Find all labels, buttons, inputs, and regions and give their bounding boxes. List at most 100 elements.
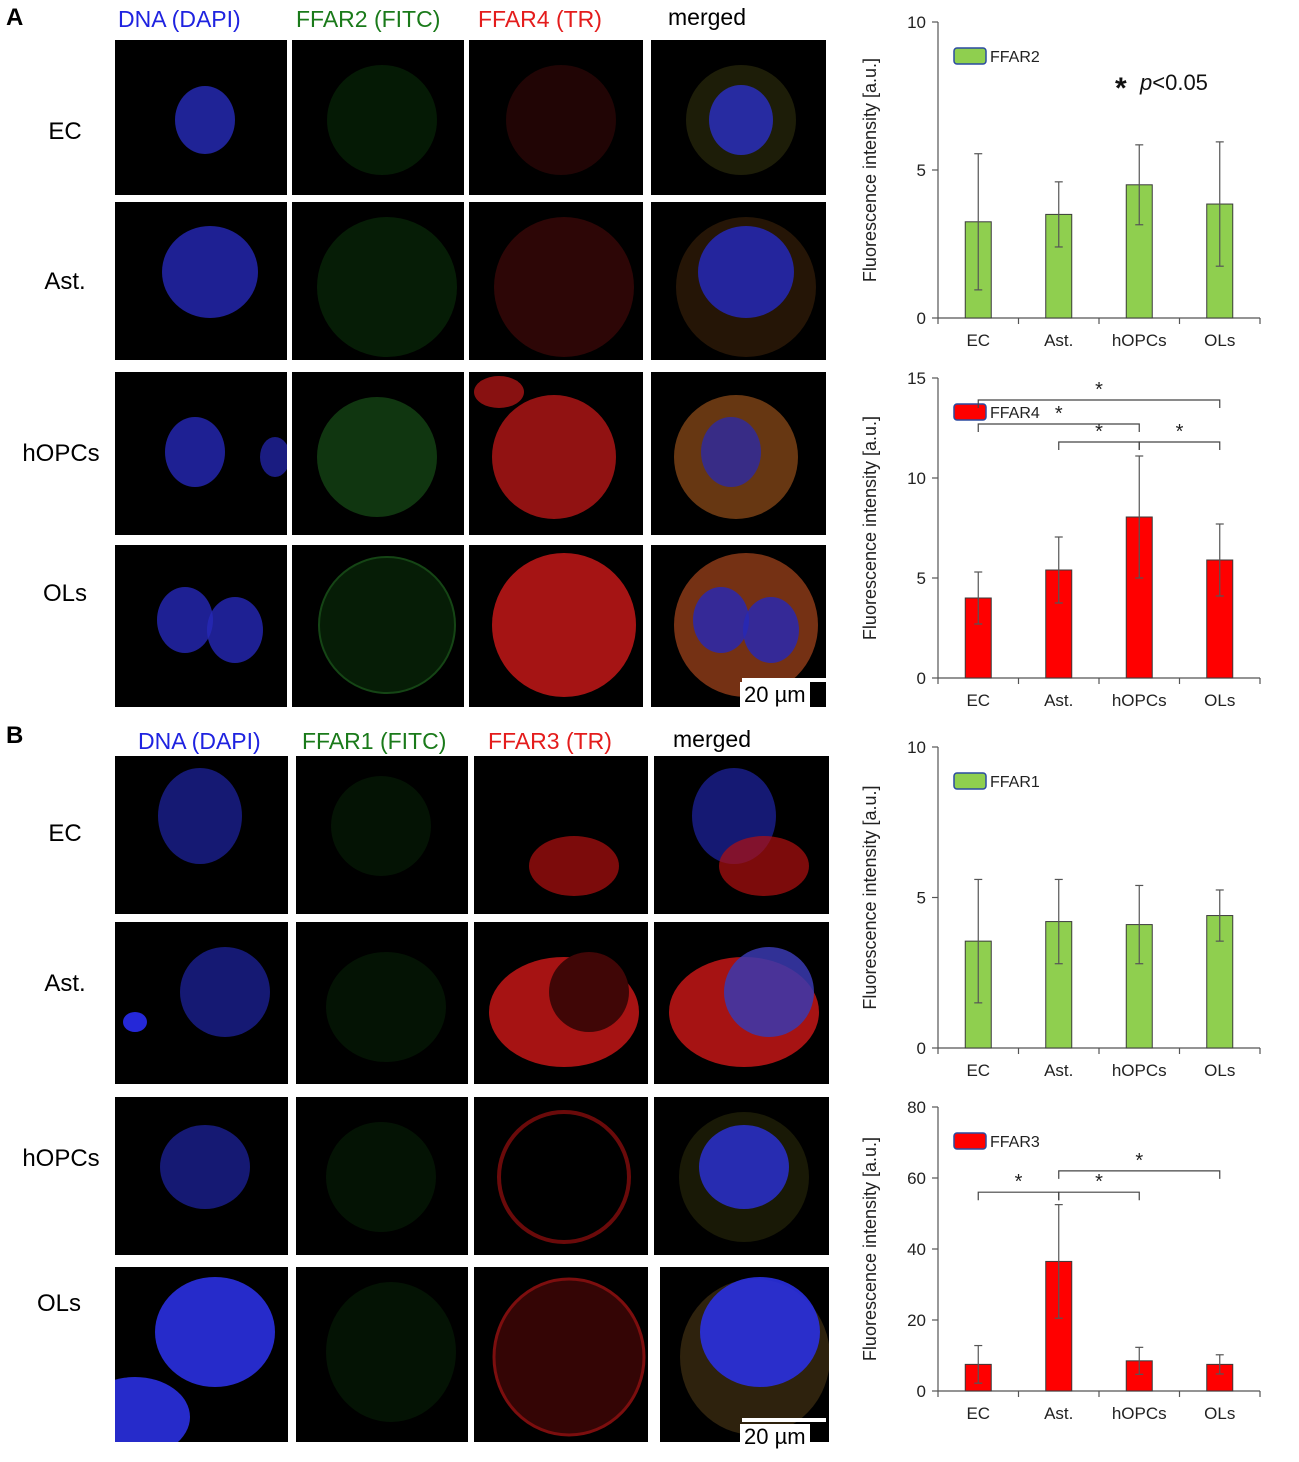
annotation-text: p<0.05 [1139, 70, 1208, 95]
column-header-merged-b: merged [673, 726, 751, 752]
micrograph-a-ec-merged [651, 40, 826, 195]
micrograph-b-ols-dapi [115, 1267, 288, 1442]
x-tick-label: hOPCs [1112, 1404, 1167, 1423]
micrograph-a-ec-dapi [115, 40, 287, 195]
legend-swatch [953, 772, 987, 790]
micrograph-a-hopcs-dapi [115, 372, 287, 535]
scale-bar-b [742, 1418, 826, 1422]
micrograph-b-ols-fitc [296, 1267, 468, 1442]
chart-ffar4-svg: 0 5 10 15 EC Ast. hOPCs OLs Fluorescence intensi… [860, 369, 1261, 710]
y-tick-label: 60 [907, 1169, 926, 1188]
row-label-ast: Ast. [44, 268, 86, 295]
significance-bracket [977, 399, 1221, 408]
significance-bracket [1138, 441, 1221, 450]
y-axis-label: Fluorescence intensity [a.u.] [860, 1137, 880, 1361]
micrograph-a-ec-fitc [292, 40, 464, 195]
legend-swatch [953, 1132, 987, 1150]
y-tick-label: 0 [917, 1382, 926, 1401]
column-header-dapi-b: DNA (DAPI) [138, 728, 261, 754]
significance-star: * [1095, 421, 1103, 443]
micrograph-b-ast-merged [654, 922, 829, 1084]
row-label-ec-b: EC [48, 820, 82, 847]
scale-label-b: 20 µm [740, 1424, 810, 1450]
legend-label: FFAR2 [990, 49, 1040, 66]
x-tick-label: EC [966, 1404, 990, 1423]
significance-star: * [1055, 403, 1063, 425]
y-tick-label: 0 [917, 669, 926, 688]
y-tick-label: 10 [907, 738, 926, 757]
micrograph-a-ast-fitc [292, 202, 464, 360]
x-tick-label: Ast. [1044, 691, 1073, 710]
annotation-star: * [1115, 72, 1127, 105]
bar [1206, 1363, 1234, 1392]
y-tick-label: 10 [907, 469, 926, 488]
y-tick-label: 15 [907, 369, 926, 388]
chart-ffar1: 0 5 10 EC Ast. hOPCs OLs Fluorescence intensity… [850, 725, 1280, 1085]
column-header-tr-b: FFAR3 (TR) [488, 728, 612, 754]
micrograph-b-hopcs-tr [474, 1097, 648, 1255]
micrograph-a-hopcs-tr [469, 372, 643, 535]
chart-ffar3-svg: 0 20 40 60 80 EC Ast. hOPCs OLs Fluorescence inte… [860, 1098, 1261, 1423]
significance-bracket [977, 1191, 1060, 1201]
column-header-tr: FFAR4 (TR) [478, 6, 602, 32]
x-tick-label: EC [966, 691, 990, 710]
column-header-fitc-b: FFAR1 (FITC) [302, 728, 447, 754]
micrograph-b-ols-tr [474, 1267, 648, 1442]
legend-label: FFAR4 [990, 405, 1040, 422]
y-tick-label: 0 [917, 309, 926, 328]
micrograph-b-ast-fitc [296, 922, 468, 1084]
micrograph-a-ast-merged [651, 202, 826, 360]
x-tick-label: Ast. [1044, 1404, 1073, 1423]
micrograph-b-ec-fitc [296, 756, 468, 914]
scale-label-a: 20 µm [740, 682, 810, 708]
significance-star: * [1015, 1171, 1023, 1193]
panel-letter-a: A [6, 4, 24, 31]
y-tick-label: 20 [907, 1311, 926, 1330]
micrograph-b-hopcs-fitc [296, 1097, 468, 1255]
panel-letter-b: B [6, 722, 24, 749]
x-tick-label: EC [966, 1061, 990, 1080]
x-tick-label: hOPCs [1112, 1061, 1167, 1080]
micrograph-a-ols-fitc [292, 545, 464, 707]
column-header-dapi: DNA (DAPI) [118, 6, 241, 32]
significance-star: * [1095, 1171, 1103, 1193]
y-tick-label: 80 [907, 1098, 926, 1117]
significance-bracket [977, 423, 1140, 432]
micrograph-a-hopcs-fitc [292, 372, 464, 535]
micrograph-a-ols-tr [469, 545, 643, 707]
y-tick-label: 5 [917, 889, 926, 908]
row-label-hopcs-b: hOPCs [22, 1145, 100, 1172]
significance-bracket [1058, 441, 1140, 450]
chart-ffar3: 0 20 40 60 80 EC Ast. hOPCs OLs Fluorescence inte… [850, 1085, 1280, 1445]
legend-label: FFAR3 [990, 1134, 1040, 1151]
column-header-merged: merged [668, 4, 746, 30]
y-tick-label: 0 [917, 1039, 926, 1058]
y-tick-label: 10 [907, 13, 926, 32]
significance-bracket [1058, 1170, 1221, 1179]
micrograph-b-ec-merged [654, 756, 829, 914]
micrograph-a-ec-tr [469, 40, 643, 195]
significance-bracket [1058, 1191, 1140, 1201]
row-label-hopcs: hOPCs [22, 440, 100, 467]
micrograph-b-ols-merged [660, 1267, 829, 1442]
x-tick-label: hOPCs [1112, 331, 1167, 350]
micrograph-a-ast-dapi [115, 202, 287, 360]
x-tick-label: OLs [1204, 1404, 1235, 1423]
row-label-ec: EC [48, 118, 82, 145]
x-tick-label: Ast. [1044, 331, 1073, 350]
chart-ffar2: 0 5 10 EC Ast. hOPCs OLs Fluorescence intensity… [850, 0, 1280, 360]
x-tick-label: hOPCs [1112, 691, 1167, 710]
row-label-ols-b: OLs [36, 1290, 81, 1317]
micrograph-a-ols-merged [651, 545, 826, 707]
y-axis-label: Fluorescence intensity [a.u.] [860, 785, 880, 1009]
x-tick-label: Ast. [1044, 1061, 1073, 1080]
chart-ffar4: 0 5 10 15 EC Ast. hOPCs OLs Fluorescence intensi… [850, 362, 1280, 717]
legend-swatch [953, 47, 987, 65]
x-tick-label: OLs [1204, 691, 1235, 710]
row-label-ols: OLs [42, 580, 87, 607]
micrograph-a-hopcs-merged [651, 372, 826, 535]
legend-label: FFAR1 [990, 774, 1040, 791]
micrograph-a-ols-dapi [115, 545, 287, 707]
scale-bar-a [742, 678, 826, 682]
column-header-fitc: FFAR2 (FITC) [296, 6, 441, 32]
